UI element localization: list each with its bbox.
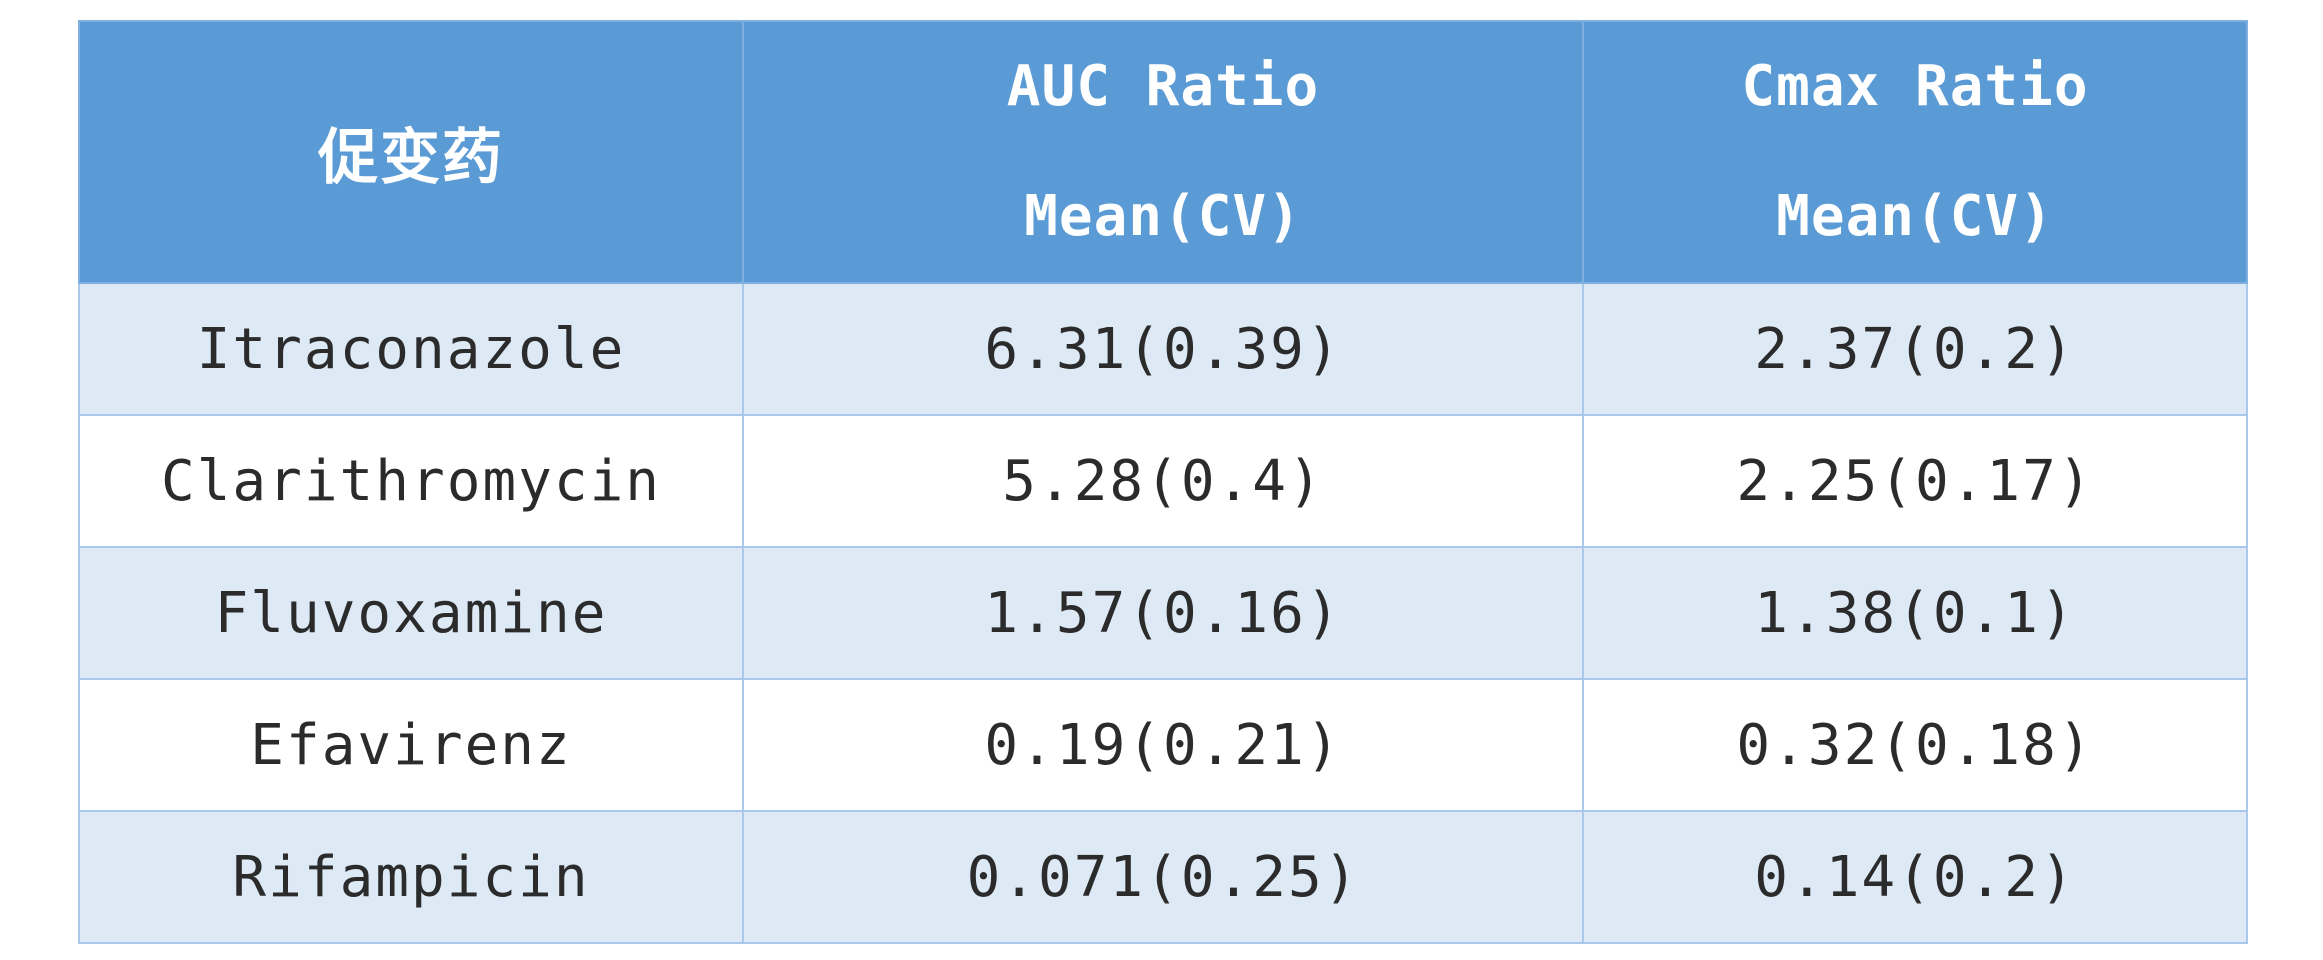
cell-drug: Efavirenz — [78, 678, 744, 812]
cell-auc: 0.19(0.21) — [742, 678, 1584, 812]
table-row: Rifampicin 0.071(0.25) 0.14(0.2) — [78, 810, 2248, 944]
header-cmax-title: Cmax Ratio — [1741, 54, 2089, 119]
cell-auc: 6.31(0.39) — [742, 282, 1584, 416]
cell-cmax: 1.38(0.1) — [1582, 546, 2248, 680]
table-header: 促变药 AUC Ratio Mean(CV) Cmax Ratio Mean(C… — [78, 20, 2248, 284]
table-row: Fluvoxamine 1.57(0.16) 1.38(0.1) — [78, 546, 2248, 680]
cell-drug: Rifampicin — [78, 810, 744, 944]
cell-cmax: 2.25(0.17) — [1582, 414, 2248, 548]
table-row: Itraconazole 6.31(0.39) 2.37(0.2) — [78, 282, 2248, 416]
header-perpetrator-label: 促变药 — [318, 122, 504, 193]
table-row: Efavirenz 0.19(0.21) 0.32(0.18) — [78, 678, 2248, 812]
cell-drug: Clarithromycin — [78, 414, 744, 548]
header-auc-title: AUC Ratio — [1006, 54, 1320, 119]
header-cmax-subtitle: Mean(CV) — [1776, 184, 2054, 249]
cell-cmax: 2.37(0.2) — [1582, 282, 2248, 416]
cell-drug: Itraconazole — [78, 282, 744, 416]
header-row: 促变药 AUC Ratio Mean(CV) Cmax Ratio Mean(C… — [78, 20, 2248, 284]
header-perpetrator: 促变药 — [78, 20, 744, 284]
cell-auc: 1.57(0.16) — [742, 546, 1584, 680]
header-auc-ratio: AUC Ratio Mean(CV) — [742, 20, 1584, 284]
table-row: Clarithromycin 5.28(0.4) 2.25(0.17) — [78, 414, 2248, 548]
header-cmax-ratio: Cmax Ratio Mean(CV) — [1582, 20, 2248, 284]
drug-interaction-table: 促变药 AUC Ratio Mean(CV) Cmax Ratio Mean(C… — [78, 20, 2248, 944]
cell-drug: Fluvoxamine — [78, 546, 744, 680]
cell-cmax: 0.14(0.2) — [1582, 810, 2248, 944]
table-body: Itraconazole 6.31(0.39) 2.37(0.2) Clarit… — [78, 282, 2248, 944]
cell-auc: 0.071(0.25) — [742, 810, 1584, 944]
header-auc-subtitle: Mean(CV) — [1024, 184, 1302, 249]
cell-cmax: 0.32(0.18) — [1582, 678, 2248, 812]
cell-auc: 5.28(0.4) — [742, 414, 1584, 548]
